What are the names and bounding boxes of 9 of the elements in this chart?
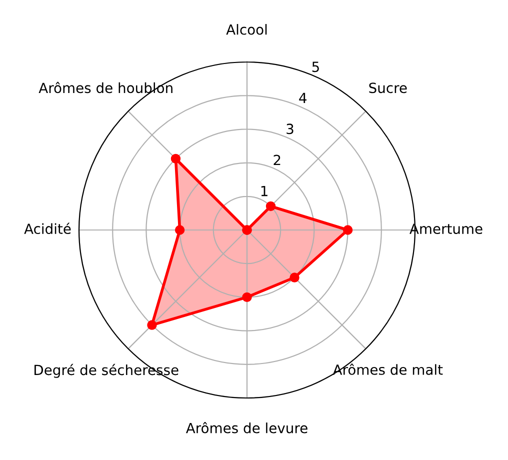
spoke-label: Sucre — [369, 82, 407, 94]
y-tick-label: 2 — [274, 154, 280, 166]
spoke-label: Acidité — [24, 222, 71, 234]
spoke-label: Alcool — [226, 24, 267, 35]
y-tick-label: 5 — [312, 62, 319, 72]
y-tick-label: 3 — [286, 124, 294, 134]
y-tick-label: 4 — [299, 92, 306, 103]
spoke-label: Arômes de levure — [186, 422, 308, 434]
y-tick-label: 1 — [261, 186, 268, 196]
